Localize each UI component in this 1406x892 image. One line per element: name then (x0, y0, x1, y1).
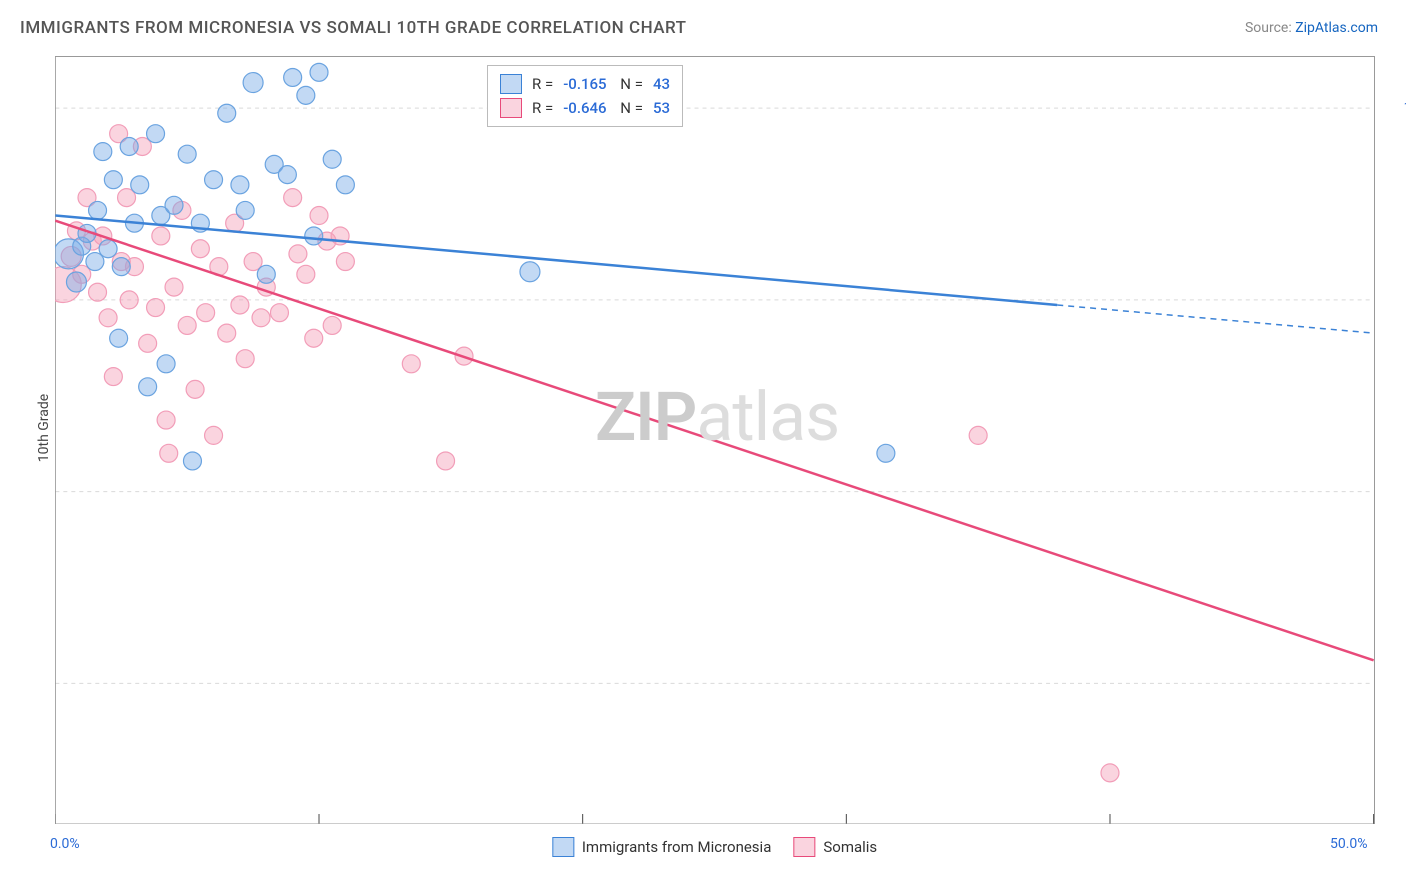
n-label: N = (617, 99, 643, 117)
n-value-micronesia: 43 (653, 75, 670, 93)
r-label: R = (532, 75, 553, 93)
legend-label-somalis: Somalis (823, 838, 877, 856)
source-attribution: Source: ZipAtlas.com (1245, 20, 1378, 36)
chart-title: IMMIGRANTS FROM MICRONESIA VS SOMALI 10T… (20, 18, 687, 38)
swatch-micronesia (500, 74, 522, 94)
chart-svg (55, 57, 1374, 824)
legend-row-somalis: R = -0.646 N = 53 (500, 96, 670, 120)
swatch-somalis (500, 98, 522, 118)
x-tick-label: 0.0% (50, 836, 80, 852)
source-link[interactable]: ZipAtlas.com (1295, 20, 1378, 36)
n-value-somalis: 53 (653, 99, 670, 117)
legend-label-micronesia: Immigrants from Micronesia (582, 838, 772, 856)
x-tick-label: 50.0% (1330, 836, 1368, 852)
source-label: Source: (1245, 20, 1292, 36)
y-axis-label: 10th Grade (36, 394, 52, 462)
chart-plot-area: ZIPatlas R = -0.165 N = 43 R = -0.646 N … (55, 56, 1375, 824)
legend-item-micronesia: Immigrants from Micronesia (552, 837, 772, 857)
correlation-legend: R = -0.165 N = 43 R = -0.646 N = 53 (487, 65, 683, 127)
r-value-micronesia: -0.165 (563, 75, 606, 93)
n-label: N = (617, 75, 643, 93)
swatch-somalis-bottom (793, 837, 815, 857)
swatch-micronesia-bottom (552, 837, 574, 857)
chart-header: IMMIGRANTS FROM MICRONESIA VS SOMALI 10T… (0, 0, 1406, 48)
r-value-somalis: -0.646 (563, 99, 606, 117)
legend-item-somalis: Somalis (793, 837, 877, 857)
r-label: R = (532, 99, 553, 117)
series-legend: Immigrants from Micronesia Somalis (552, 837, 877, 857)
legend-row-micronesia: R = -0.165 N = 43 (500, 72, 670, 96)
